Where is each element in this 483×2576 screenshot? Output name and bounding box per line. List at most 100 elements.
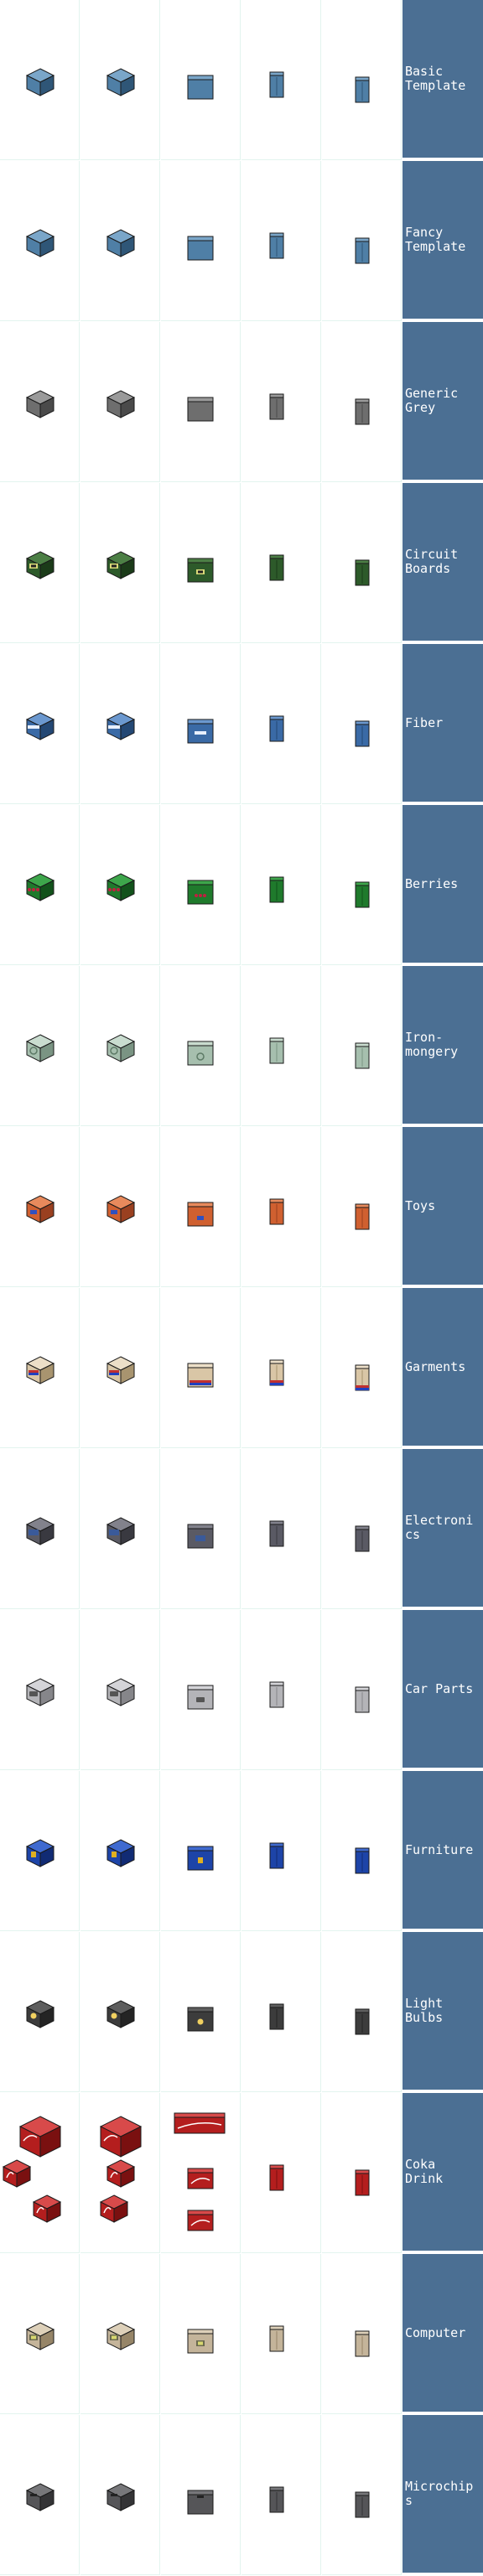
row-label-text: Car Parts xyxy=(405,1680,474,1696)
sprite-cell-side xyxy=(322,2254,402,2414)
crate-sprite xyxy=(269,1037,284,1064)
sprite-cell-iso-right xyxy=(80,161,160,321)
crate-sprite xyxy=(355,720,370,747)
sprite-cell-iso-right xyxy=(80,1771,160,1931)
crate xyxy=(187,75,214,100)
crate xyxy=(25,229,55,257)
sprite-cell-iso-right xyxy=(80,966,160,1126)
crate-medium xyxy=(187,2168,214,2189)
crate-sprite xyxy=(25,1356,55,1384)
crate-sprite xyxy=(106,2483,136,2511)
sprite-cell-side-narrow xyxy=(242,322,321,482)
sprite-row-coka-drink: Coka Drink xyxy=(0,2093,483,2254)
crate xyxy=(106,1034,136,1062)
crate xyxy=(106,1839,136,1867)
row-label-text: Furniture xyxy=(405,1841,474,1857)
crate-sprite xyxy=(174,2112,226,2231)
row-label: Coka Drink xyxy=(402,2093,483,2252)
crate-sprite xyxy=(355,1525,370,1552)
sprite-cell-iso-right xyxy=(80,1449,160,1609)
sprite-cell-iso-left xyxy=(0,1449,80,1609)
row-label-text: Electronics xyxy=(405,1513,474,1542)
sprite-cell-side-narrow xyxy=(242,1449,321,1609)
crate-sprite xyxy=(355,237,370,264)
row-label: Basic Template xyxy=(402,0,483,159)
sprite-cell-front xyxy=(161,322,241,482)
crate-sprite xyxy=(25,1678,55,1706)
sprite-row-electronics: Electronics xyxy=(0,1449,483,1610)
crate xyxy=(269,554,284,581)
crate xyxy=(25,551,55,579)
sprite-cell-side-narrow xyxy=(242,2093,321,2253)
sprite-cell-side xyxy=(322,2093,402,2253)
sprite-row-basic-template: Basic Template xyxy=(0,0,483,161)
crate-sprite xyxy=(25,2322,55,2350)
sprite-row-toys: Toys xyxy=(0,1127,483,1288)
crate xyxy=(355,76,370,103)
crate xyxy=(269,71,284,98)
sprite-cell-side xyxy=(322,1288,402,1448)
crate xyxy=(269,2325,284,2352)
sprite-cell-side xyxy=(322,1127,402,1287)
sprite-cell-front xyxy=(161,1932,241,2092)
crate-sprite xyxy=(106,1517,136,1545)
sprite-cell-front xyxy=(161,805,241,965)
crate xyxy=(106,712,136,740)
row-label: Computer xyxy=(402,2254,483,2413)
crate xyxy=(355,1364,370,1391)
sprite-cell-iso-right xyxy=(80,1127,160,1287)
sprite-cell-front xyxy=(161,644,241,804)
sprite-cell-iso-left xyxy=(0,161,80,321)
sprite-row-light-bulbs: Light Bulbs xyxy=(0,1932,483,2093)
sprite-cell-side-narrow xyxy=(242,1771,321,1931)
crate-medium xyxy=(106,2159,136,2188)
row-label: Berries xyxy=(402,805,483,964)
crate xyxy=(106,2322,136,2350)
sprite-row-computer: Computer xyxy=(0,2254,483,2415)
crate-sprite xyxy=(187,1202,214,1227)
crate-sprite xyxy=(106,390,136,418)
crate-sprite xyxy=(106,1839,136,1867)
crate-sprite xyxy=(355,1203,370,1230)
row-label: Garments xyxy=(402,1288,483,1447)
crate xyxy=(269,1198,284,1225)
sprite-cell-front xyxy=(161,161,241,321)
sprite-cell-front xyxy=(161,1127,241,1287)
sprite-cell-iso-right xyxy=(80,2254,160,2414)
crate xyxy=(187,558,214,583)
row-label: Fiber xyxy=(402,644,483,803)
row-label-text: Fancy Template xyxy=(405,225,466,254)
crate xyxy=(355,1847,370,1874)
crate-sprite xyxy=(269,393,284,420)
sprite-cell-iso-right xyxy=(80,2093,160,2253)
crate-sprite xyxy=(25,229,55,257)
sprite-row-garments: Garments xyxy=(0,1288,483,1449)
sprite-row-microchips: Microchips xyxy=(0,2415,483,2576)
row-label: Circuit Boards xyxy=(402,483,483,642)
crate-sprite xyxy=(106,1678,136,1706)
crate-sprite xyxy=(187,1846,214,1871)
crate xyxy=(187,719,214,744)
crate-sprite xyxy=(106,229,136,257)
crate xyxy=(25,1356,55,1384)
sprite-cell-side-narrow xyxy=(242,1610,321,1770)
row-label: Toys xyxy=(402,1127,483,1286)
crate-large xyxy=(99,2116,143,2158)
crate-sprite xyxy=(269,2003,284,2030)
sprite-cell-side xyxy=(322,1771,402,1931)
crate xyxy=(25,712,55,740)
sprite-row-fiber: Fiber xyxy=(0,644,483,805)
sprite-cell-side xyxy=(322,966,402,1126)
row-label-text: Microchips xyxy=(405,2479,474,2508)
crate xyxy=(355,559,370,586)
crate xyxy=(106,390,136,418)
sprite-cell-side xyxy=(322,483,402,643)
sprite-cell-side xyxy=(322,0,402,160)
sprite-cell-iso-left xyxy=(0,966,80,1126)
crate xyxy=(355,881,370,908)
crate xyxy=(355,1042,370,1069)
row-label: Iron- mongery xyxy=(402,966,483,1125)
sprite-cell-side-narrow xyxy=(242,1127,321,1287)
crate-sprite xyxy=(355,881,370,908)
crate xyxy=(187,1524,214,1549)
